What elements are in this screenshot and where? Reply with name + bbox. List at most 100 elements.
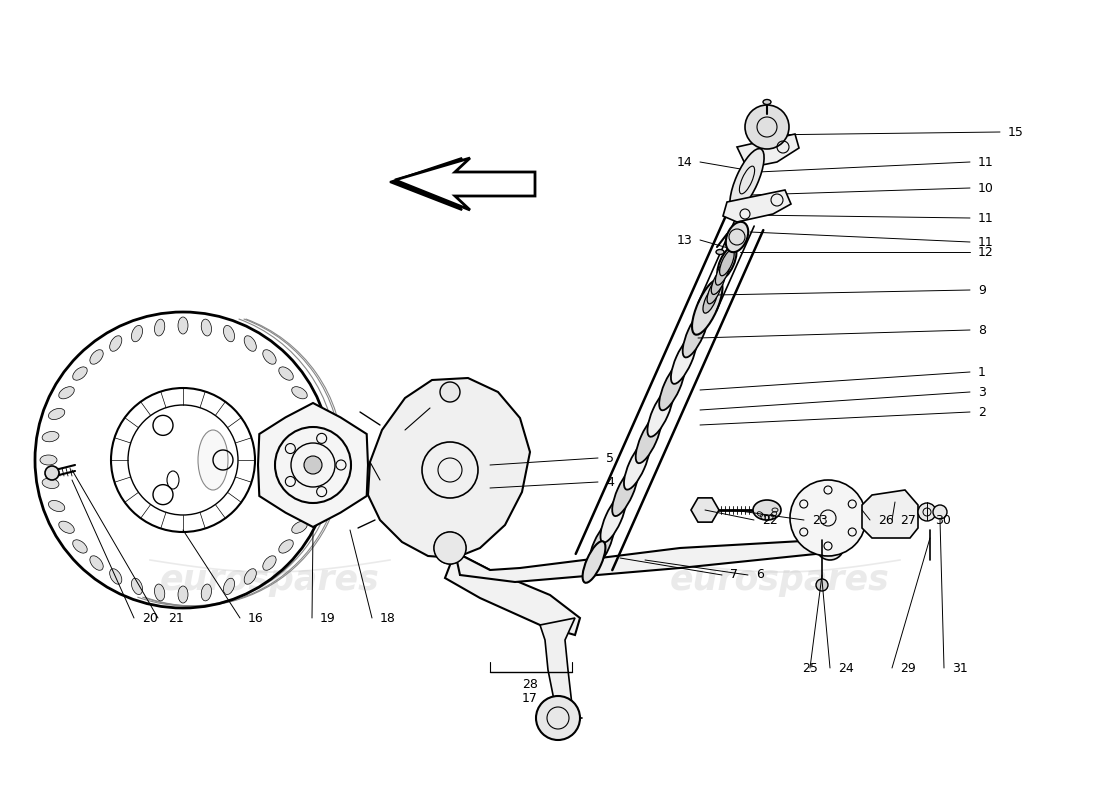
Text: 11: 11 (978, 235, 993, 249)
Text: 14: 14 (676, 155, 692, 169)
Ellipse shape (132, 578, 143, 594)
Circle shape (434, 532, 466, 564)
Text: 2: 2 (978, 406, 986, 418)
Ellipse shape (588, 521, 615, 569)
Text: 31: 31 (952, 662, 968, 674)
Ellipse shape (178, 317, 188, 334)
Ellipse shape (601, 494, 626, 542)
Ellipse shape (201, 584, 211, 601)
Text: 15: 15 (1008, 126, 1024, 138)
Ellipse shape (48, 501, 65, 511)
Ellipse shape (301, 501, 318, 511)
Ellipse shape (263, 350, 276, 364)
Ellipse shape (659, 362, 685, 410)
Text: 9: 9 (978, 283, 986, 297)
Text: 24: 24 (838, 662, 854, 674)
Ellipse shape (583, 542, 605, 582)
Text: 29: 29 (900, 662, 915, 674)
Circle shape (45, 466, 59, 480)
Ellipse shape (73, 367, 87, 380)
Ellipse shape (694, 283, 720, 331)
Text: 16: 16 (248, 611, 264, 625)
Text: 30: 30 (935, 514, 950, 526)
Text: 25: 25 (802, 662, 818, 674)
Ellipse shape (278, 540, 294, 553)
Text: 21: 21 (168, 611, 184, 625)
Ellipse shape (198, 430, 228, 490)
Polygon shape (691, 498, 719, 522)
Text: 20: 20 (142, 611, 158, 625)
Ellipse shape (110, 569, 122, 584)
Polygon shape (455, 540, 835, 582)
Circle shape (790, 480, 866, 556)
Ellipse shape (223, 578, 234, 594)
Text: 3: 3 (978, 386, 986, 398)
Ellipse shape (244, 336, 256, 351)
Ellipse shape (624, 442, 650, 490)
Text: eurospares: eurospares (670, 563, 890, 597)
Ellipse shape (715, 259, 730, 285)
Circle shape (816, 532, 844, 560)
Text: 19: 19 (320, 611, 336, 625)
Polygon shape (368, 378, 530, 558)
Text: 12: 12 (978, 246, 993, 258)
Ellipse shape (613, 468, 638, 516)
Circle shape (440, 382, 460, 402)
Circle shape (745, 105, 789, 149)
Ellipse shape (692, 279, 723, 334)
Circle shape (536, 696, 580, 740)
Ellipse shape (278, 367, 294, 380)
Ellipse shape (178, 586, 188, 603)
Ellipse shape (703, 287, 717, 313)
Ellipse shape (292, 386, 307, 399)
Text: 6: 6 (756, 569, 763, 582)
Ellipse shape (201, 319, 211, 336)
Ellipse shape (90, 556, 103, 570)
Text: 26: 26 (878, 514, 893, 526)
Ellipse shape (763, 99, 771, 105)
Text: 28: 28 (522, 678, 538, 691)
Ellipse shape (636, 415, 661, 463)
Text: 8: 8 (978, 323, 986, 337)
Ellipse shape (301, 409, 318, 419)
Ellipse shape (73, 540, 87, 553)
Ellipse shape (223, 326, 234, 342)
Ellipse shape (244, 569, 256, 584)
Ellipse shape (307, 478, 323, 489)
Polygon shape (446, 552, 580, 635)
Ellipse shape (58, 386, 75, 399)
Ellipse shape (707, 278, 722, 304)
Polygon shape (258, 403, 369, 527)
Text: 1: 1 (978, 366, 986, 378)
Text: 11: 11 (978, 155, 993, 169)
Ellipse shape (309, 455, 326, 465)
Ellipse shape (719, 250, 734, 276)
Polygon shape (862, 490, 918, 538)
Text: 27: 27 (900, 514, 916, 526)
Circle shape (816, 579, 828, 591)
Polygon shape (390, 158, 528, 210)
Ellipse shape (292, 521, 307, 534)
Text: 18: 18 (379, 611, 396, 625)
Ellipse shape (110, 336, 122, 351)
Text: 5: 5 (606, 451, 614, 465)
Circle shape (434, 532, 466, 564)
Text: 23: 23 (812, 514, 827, 526)
Circle shape (304, 456, 322, 474)
Polygon shape (540, 618, 575, 710)
Text: 10: 10 (978, 182, 994, 194)
Text: 11: 11 (978, 211, 993, 225)
Ellipse shape (730, 149, 764, 211)
Polygon shape (723, 190, 791, 222)
Ellipse shape (754, 500, 781, 520)
Ellipse shape (42, 431, 59, 442)
Text: eurospares: eurospares (161, 563, 380, 597)
Text: 17: 17 (522, 691, 538, 705)
Ellipse shape (58, 521, 75, 534)
Ellipse shape (40, 455, 57, 465)
Polygon shape (395, 158, 535, 210)
Text: 4: 4 (606, 475, 614, 489)
Ellipse shape (671, 336, 696, 384)
Ellipse shape (90, 350, 103, 364)
Ellipse shape (712, 269, 726, 294)
